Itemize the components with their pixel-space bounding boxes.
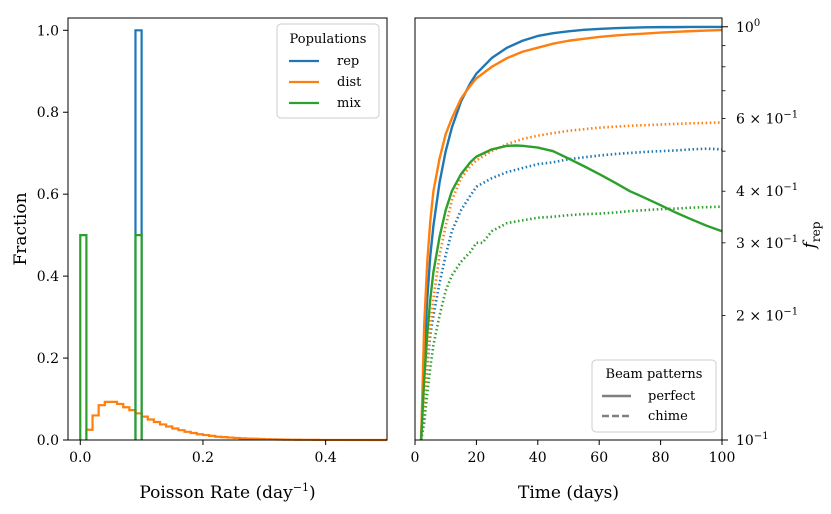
y-minor-tick-label-base: 2 × 10 (736, 309, 783, 325)
x-tick-label: 60 (590, 450, 608, 466)
dist-chime-line (419, 121, 722, 440)
beam-patterns-legend: Beam patterns perfect chime (591, 359, 717, 433)
populations-legend: Populations rep dist mix (276, 23, 380, 119)
y-minor-tick-label: 4 × 10−1 (736, 182, 798, 200)
y-major-tick-label-exponent: 0 (754, 18, 760, 29)
xlabel-exponent: −1 (293, 481, 309, 494)
dist-histogram (85, 400, 388, 442)
mix-perfect-line (419, 144, 722, 440)
mix-histogram-bar (134, 234, 143, 440)
y-minor-tick-label: 3 × 10−1 (736, 234, 798, 252)
mix-chime-line (419, 205, 722, 440)
left-plot-frame (67, 17, 388, 441)
mix-histogram-bar (79, 234, 88, 440)
y-major-tick-label-base: 10 (736, 433, 754, 449)
right-y-axis-label: frep (800, 221, 823, 250)
dist-perfect-line (419, 28, 722, 440)
y-minor-tick-label-base: 6 × 10 (736, 111, 783, 127)
xlabel-main: Poisson Rate (day (139, 483, 293, 503)
x-tick-label: 0 (411, 450, 420, 466)
y-minor-tick-label-exponent: −1 (783, 182, 798, 193)
y-minor-tick-label-base: 3 × 10 (736, 236, 783, 252)
dist-legend-label: dist (337, 75, 362, 90)
right-lines (419, 25, 722, 440)
right-plot-frame (414, 17, 723, 441)
ylabel-subscript: rep (809, 221, 823, 242)
x-tick-label: 80 (652, 450, 670, 466)
xlabel-close: ) (309, 483, 316, 503)
y-tick-label: 0.2 (37, 351, 59, 367)
rep-perfect-line (419, 25, 722, 440)
beam-legend-box (591, 359, 717, 433)
ylabel-main: f (800, 239, 820, 250)
x-tick-label: 0.2 (192, 450, 214, 466)
y-major-tick-label-exponent: −1 (754, 431, 769, 442)
y-tick-label: 0.4 (37, 269, 59, 285)
x-tick-label: 20 (467, 450, 485, 466)
y-tick-label: 1.0 (37, 23, 59, 39)
x-tick-label: 0.4 (315, 450, 337, 466)
perfect-legend-label: perfect (648, 389, 696, 404)
right-x-axis-label: Time (days) (518, 483, 619, 503)
y-tick-label: 0.8 (37, 105, 59, 121)
y-minor-tick-label-base: 4 × 10 (736, 184, 783, 200)
beam-legend-title: Beam patterns (606, 367, 703, 382)
y-minor-tick-label-exponent: −1 (783, 109, 798, 120)
mix-legend-label: mix (337, 96, 361, 111)
x-tick-label: 0.0 (69, 450, 91, 466)
y-major-tick-label-base: 10 (736, 20, 754, 36)
populations-legend-title: Populations (290, 32, 367, 47)
y-tick-label: 0.0 (37, 433, 59, 449)
x-tick-label: 40 (529, 450, 547, 466)
rep-legend-label: rep (337, 54, 359, 69)
y-minor-tick-label-exponent: −1 (783, 234, 798, 245)
y-minor-tick-label-exponent: −1 (783, 307, 798, 318)
x-tick-label: 100 (709, 450, 736, 466)
y-minor-tick-label: 6 × 10−1 (736, 109, 798, 127)
chime-legend-label: chime (648, 409, 688, 424)
left-y-axis-label: Fraction (11, 192, 31, 265)
rep-chime-line (419, 147, 722, 440)
y-tick-label: 0.6 (37, 187, 59, 203)
left-x-axis-label: Poisson Rate (day−1) (139, 481, 315, 503)
y-minor-tick-label: 2 × 10−1 (736, 307, 798, 325)
populations-legend-box (276, 23, 380, 119)
y-major-tick-label: 100 (736, 18, 760, 36)
y-major-tick-label: 10−1 (736, 431, 769, 449)
